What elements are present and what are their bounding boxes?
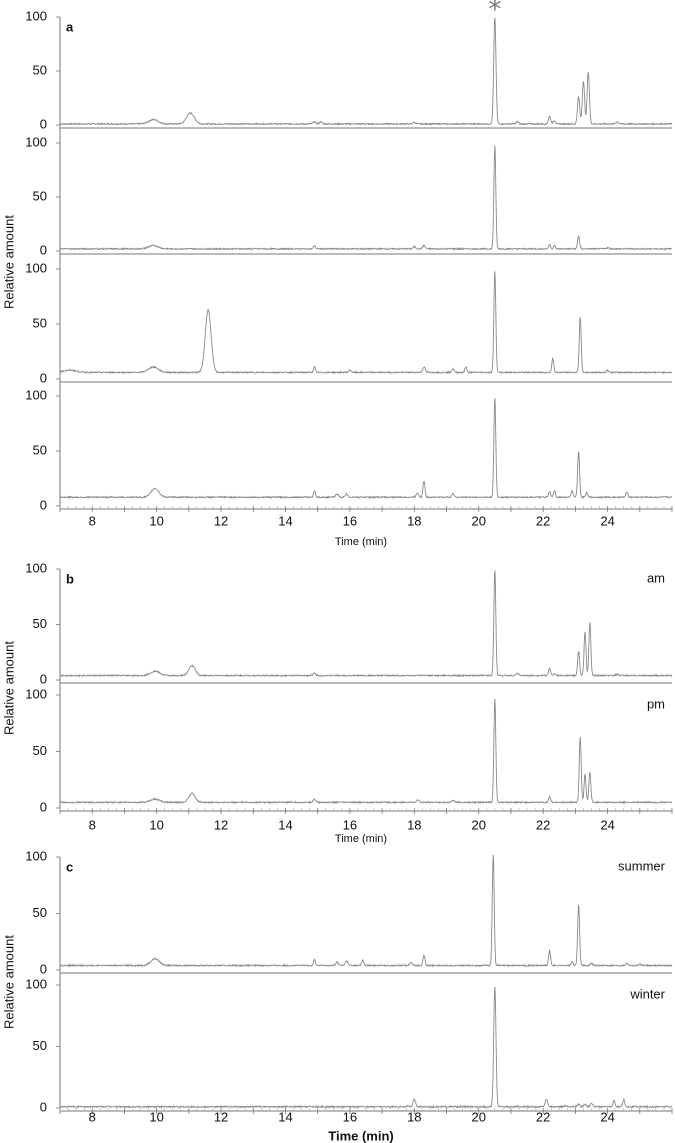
- x-tick-label: 18: [407, 513, 421, 528]
- y-tick-label: 50: [33, 616, 47, 631]
- x-tick-label: 22: [536, 513, 550, 528]
- x-tick-label: 8: [89, 513, 96, 528]
- y-tick-label: 0: [40, 671, 47, 686]
- x-tick-label: 24: [600, 1109, 614, 1124]
- condition-label-winter: winter: [629, 986, 665, 1001]
- x-tick-label: 10: [149, 817, 163, 832]
- chromatogram-trace: [59, 271, 673, 375]
- y-tick-label: 50: [33, 743, 47, 758]
- y-tick-label: 50: [33, 442, 47, 457]
- y-tick-label: 100: [25, 848, 47, 863]
- chromatogram-trace: [59, 17, 673, 126]
- x-tick-label: 18: [407, 817, 421, 832]
- reference-peak-marker: *: [488, 0, 501, 25]
- y-tick-label: 0: [40, 961, 47, 976]
- chromatogram-trace: [59, 986, 673, 1109]
- x-tick-label: 22: [536, 817, 550, 832]
- y-tick-label: 0: [40, 242, 47, 257]
- x-axis-title: Time (min): [335, 536, 387, 548]
- condition-label-pm: pm: [647, 696, 665, 711]
- x-axis-title: Time (min): [335, 833, 387, 845]
- y-tick-label: 0: [40, 116, 47, 131]
- y-tick-label: 50: [33, 62, 47, 77]
- y-tick-label: 50: [33, 315, 47, 330]
- x-tick-label: 24: [600, 513, 614, 528]
- x-tick-label: 16: [343, 1109, 357, 1124]
- y-tick-label: 50: [33, 188, 47, 203]
- y-tick-label: 100: [25, 976, 47, 991]
- x-tick-label: 20: [472, 513, 486, 528]
- y-tick-label: 0: [40, 1099, 47, 1114]
- chromatogram-trace: [59, 570, 673, 678]
- y-tick-label: 100: [25, 8, 47, 23]
- x-tick-label: 12: [214, 513, 228, 528]
- y-tick-label: 100: [25, 260, 47, 275]
- condition-label-summer: summer: [618, 858, 666, 873]
- x-tick-label: 14: [278, 1109, 292, 1124]
- panel-letter-c: c: [66, 860, 73, 875]
- y-tick-label: 100: [25, 134, 47, 149]
- x-tick-label: 24: [600, 817, 614, 832]
- x-tick-label: 8: [89, 1109, 96, 1124]
- x-tick-label: 8: [89, 817, 96, 832]
- x-axis-title: Time (min): [328, 1128, 394, 1143]
- x-tick-label: 12: [214, 1109, 228, 1124]
- chromatogram-trace: [59, 698, 673, 805]
- x-tick-label: 10: [149, 1109, 163, 1124]
- x-tick-label: 10: [149, 513, 163, 528]
- x-tick-label: 20: [472, 1109, 486, 1124]
- chromatogram-trace: [59, 145, 673, 251]
- y-axis-title: Relative amount: [1, 935, 16, 1029]
- x-tick-label: 16: [343, 513, 357, 528]
- x-tick-label: 16: [343, 817, 357, 832]
- panel-letter-b: b: [66, 572, 74, 587]
- y-tick-label: 100: [25, 560, 47, 575]
- y-tick-label: 50: [33, 1038, 47, 1053]
- y-tick-label: 100: [25, 686, 47, 701]
- chromatogram-trace: [59, 854, 673, 968]
- y-axis-title: Relative amount: [1, 641, 16, 735]
- y-tick-label: 0: [40, 799, 47, 814]
- chromatogram-trace: [59, 398, 673, 500]
- y-tick-label: 50: [33, 905, 47, 920]
- x-tick-label: 12: [214, 817, 228, 832]
- x-tick-label: 14: [278, 817, 292, 832]
- y-tick-label: 0: [40, 370, 47, 385]
- x-tick-label: 22: [536, 1109, 550, 1124]
- panel-letter-a: a: [66, 20, 74, 35]
- y-tick-label: 0: [40, 497, 47, 512]
- y-axis-title: Relative amount: [1, 215, 16, 309]
- y-tick-label: 100: [25, 387, 47, 402]
- condition-label-am: am: [647, 570, 665, 585]
- x-tick-label: 20: [472, 817, 486, 832]
- x-tick-label: 14: [278, 513, 292, 528]
- x-tick-label: 18: [407, 1109, 421, 1124]
